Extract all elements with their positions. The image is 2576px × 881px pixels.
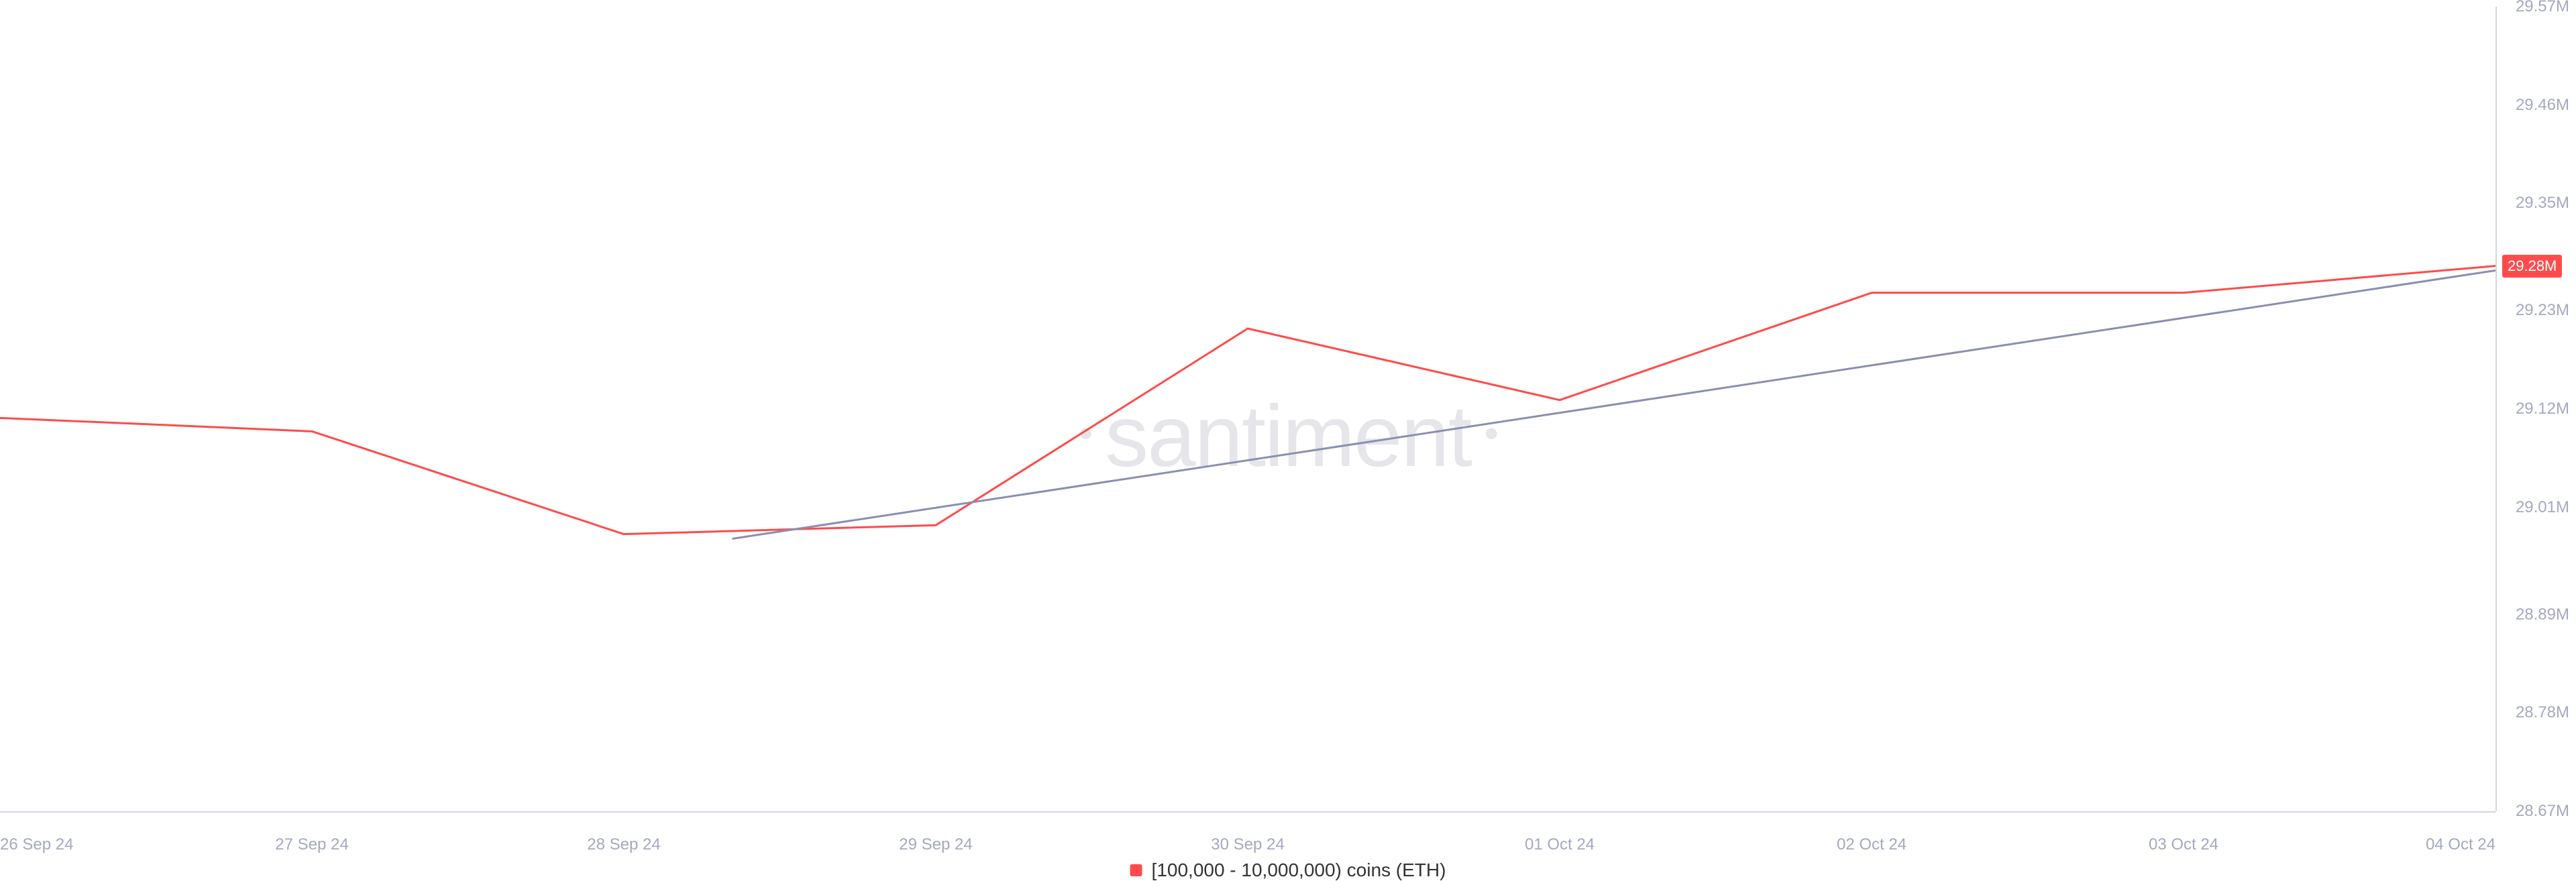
y-axis-line	[2496, 7, 2497, 811]
x-tick-label: 03 Oct 24	[2149, 835, 2218, 854]
chart-svg	[0, 0, 2576, 872]
y-tick-label: 28.78M	[2516, 703, 2569, 722]
x-tick-label: 30 Sep 24	[1211, 835, 1284, 854]
x-tick-label: 28 Sep 24	[587, 835, 660, 854]
chart-container: •santiment• 28.67M28.78M28.89M29.01M29.1…	[0, 0, 2576, 872]
x-tick-label: 26 Sep 24	[0, 835, 73, 854]
y-tick-label: 29.23M	[2516, 301, 2569, 320]
y-tick-label: 29.35M	[2516, 194, 2569, 213]
x-tick-label: 04 Oct 24	[2426, 835, 2496, 854]
x-tick-label: 02 Oct 24	[1837, 835, 1907, 854]
current-value-text: 29.28M	[2508, 257, 2557, 274]
y-tick-label: 29.12M	[2516, 400, 2569, 418]
x-tick-label: 29 Sep 24	[899, 835, 972, 854]
x-tick-label: 01 Oct 24	[1525, 835, 1595, 854]
x-axis-line	[0, 811, 2496, 813]
y-tick-label: 29.57M	[2516, 0, 2569, 16]
legend[interactable]: [100,000 - 10,000,000) coins (ETH)	[1130, 860, 1446, 881]
legend-label: [100,000 - 10,000,000) coins (ETH)	[1152, 860, 1446, 881]
y-tick-label: 29.01M	[2516, 498, 2569, 517]
y-tick-label: 29.46M	[2516, 96, 2569, 115]
current-value-badge: 29.28M	[2502, 255, 2562, 278]
y-tick-label: 28.89M	[2516, 605, 2569, 624]
x-tick-label: 27 Sep 24	[275, 835, 348, 854]
y-tick-label: 28.67M	[2516, 802, 2569, 821]
legend-marker	[1130, 864, 1142, 876]
